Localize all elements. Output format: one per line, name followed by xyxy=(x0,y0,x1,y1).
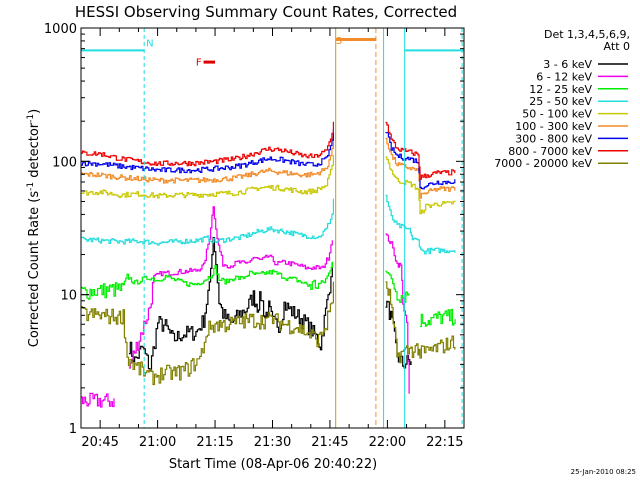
y-axis-title-mid: detector xyxy=(27,122,42,182)
x-tick-label: 21:00 xyxy=(139,435,176,450)
y-tick-label: 1 xyxy=(69,422,77,437)
y-tick-label: 1000 xyxy=(44,22,77,37)
y-axis-title-main: Corrected Count Rate (s xyxy=(27,191,42,348)
footer-date: 25-Jan-2010 08:25 xyxy=(571,468,636,476)
legend-entry-100-300-kev-label: 100 - 300 keV xyxy=(515,120,592,133)
series-group xyxy=(81,121,456,408)
x-axis-title: Start Time (08-Apr-06 20:40:22) xyxy=(169,457,377,472)
y-axis-title-end: ) xyxy=(27,109,42,114)
legend-header-line-2: Att 0 xyxy=(604,40,630,53)
series-100-300-kev-line xyxy=(81,136,456,199)
y-axis-title-exp1: -1 xyxy=(26,182,36,191)
annotation-s: S xyxy=(336,36,342,47)
series-12-25-kev-line xyxy=(81,261,456,328)
series-300-800-kev-line xyxy=(81,129,456,190)
y-tick-label: 10 xyxy=(60,289,77,304)
series-3-6-kev-line xyxy=(128,237,412,372)
legend-entry-300-800-kev-label: 300 - 800 keV xyxy=(515,132,592,145)
series-6-12-kev-line xyxy=(81,206,410,408)
legend-entry-25-50-kev-label: 25 - 50 keV xyxy=(529,95,592,108)
y-axis-title: Corrected Count Rate (s-1 detector-1) xyxy=(26,109,42,347)
x-tick-label: 21:45 xyxy=(311,435,348,450)
chart-title: HESSI Observing Summary Count Rates, Cor… xyxy=(75,3,457,21)
x-tick-label: 21:15 xyxy=(196,435,233,450)
legend-header-line-1: Det 1,3,4,5,6,9, xyxy=(544,28,630,41)
series-25-50-kev-line xyxy=(81,194,456,255)
plot-area: N F S 1 10 100 1000 20:45 21:00 21:15 21:30 21:45 22… xyxy=(44,22,465,450)
series-800-7000-kev-line xyxy=(81,121,456,180)
legend-entry-800-7000-kev-label: 800 - 7000 keV xyxy=(508,145,592,158)
x-tick-label: 22:00 xyxy=(369,435,406,450)
legend-entry-12-25-kev-label: 12 - 25 keV xyxy=(529,83,592,96)
x-tick-label: 21:30 xyxy=(254,435,291,450)
x-tick-label: 20:45 xyxy=(81,435,118,450)
y-tick-label: 100 xyxy=(52,155,77,170)
x-tick-label: 22:15 xyxy=(426,435,463,450)
legend-entry-7000-20000-kev-label: 7000 - 20000 keV xyxy=(494,157,592,170)
legend-entry-6-12-kev-label: 6 - 12 keV xyxy=(536,70,592,83)
y-axis-title-exp2: -1 xyxy=(26,114,36,123)
series-7000-20000-kev-line xyxy=(81,281,456,386)
series-50-100-kev-line xyxy=(81,155,456,215)
annotation-f: F xyxy=(196,58,202,69)
annotation-n: N xyxy=(146,38,153,49)
legend-entry-50-100-kev-label: 50 - 100 keV xyxy=(522,108,592,121)
legend-entry-3-6-kev-label: 3 - 6 keV xyxy=(543,58,592,71)
